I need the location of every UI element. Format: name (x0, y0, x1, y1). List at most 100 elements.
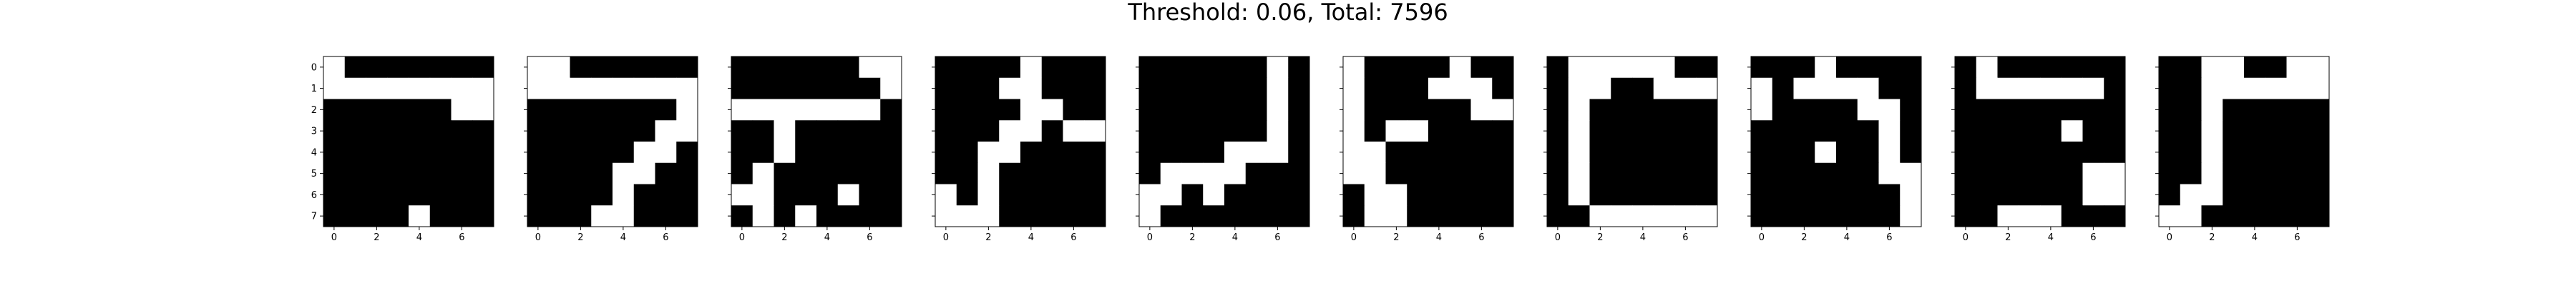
heatmap-cell (1428, 162, 1450, 184)
heatmap-cell (1288, 56, 1310, 79)
axes-frame (1546, 56, 1718, 227)
heatmap-cell (2265, 77, 2287, 99)
heatmap-cell (977, 205, 1000, 227)
heatmap-cell (2061, 184, 2083, 206)
heatmap-cell (527, 77, 550, 99)
heatmap-cell (1547, 184, 1569, 206)
heatmap-cell (859, 56, 881, 79)
heatmap-cell (859, 205, 881, 227)
x-tick-label: 6 (1478, 232, 1484, 243)
heatmap-cell (1793, 184, 1815, 206)
heatmap-cell (2180, 77, 2202, 99)
heatmap-cell (1751, 162, 1773, 184)
heatmap-cell (774, 77, 796, 99)
heatmap-cell (1900, 205, 1922, 227)
x-tick-label: 6 (459, 232, 464, 243)
heatmap-cell (1203, 142, 1225, 164)
heatmap-cell (472, 99, 494, 121)
heatmap-cell (1611, 77, 1633, 99)
heatmap-cell (1836, 77, 1858, 99)
heatmap-cell (1976, 184, 1998, 206)
heatmap-cell (1878, 162, 1901, 184)
heatmap-cell (2201, 120, 2223, 142)
heatmap-cell (1364, 77, 1386, 99)
heatmap-cell (752, 162, 774, 184)
x-tick-label: 4 (1844, 232, 1850, 243)
heatmap-cell (837, 162, 859, 184)
heatmap-cell (2040, 184, 2062, 206)
heatmap-cell (795, 162, 817, 184)
heatmap-cell (1224, 184, 1246, 206)
heatmap-cell (548, 205, 570, 227)
heatmap-cell (1997, 184, 2019, 206)
heatmap-cell (387, 184, 409, 206)
heatmap-cell (859, 99, 881, 121)
heatmap-cell (1245, 77, 1267, 99)
axes-frame (1342, 56, 1514, 227)
heatmap-cell (1589, 77, 1611, 99)
heatmap-cell (1364, 120, 1386, 142)
heatmap-cell (2019, 120, 2041, 142)
heatmap-cell (323, 142, 346, 164)
heatmap-cell (1449, 184, 1471, 206)
heatmap-cell (2201, 142, 2223, 164)
heatmap-cell (956, 120, 978, 142)
x-tick-label: 6 (1070, 232, 1076, 243)
heatmap-cell (429, 56, 452, 79)
heatmap-cell (2201, 205, 2223, 227)
heatmap-cell (366, 162, 388, 184)
heatmap-cell (655, 56, 677, 79)
heatmap-cell (2180, 162, 2202, 184)
heatmap-cell (2019, 162, 2041, 184)
heatmap-cell (548, 120, 570, 142)
heatmap-cell (2104, 120, 2126, 142)
heatmap-cell (977, 120, 1000, 142)
heatmap-cell (1139, 120, 1161, 142)
heatmap-cell (2159, 184, 2181, 206)
heatmap-cell (387, 56, 409, 79)
heatmap-cell (655, 162, 677, 184)
heatmap-cell (2286, 77, 2308, 99)
heatmap-cell (1568, 56, 1590, 79)
heatmap-cell (1632, 120, 1654, 142)
x-tick-label: 6 (867, 232, 872, 243)
heatmap-cell (472, 56, 494, 79)
heatmap-cell (591, 184, 613, 206)
heatmap-cell (1751, 77, 1773, 99)
x-tick-label: 6 (2294, 232, 2300, 243)
heatmap-cell (1751, 205, 1773, 227)
heatmap-cell (1063, 162, 1085, 184)
x-tick-label: 4 (1232, 232, 1238, 243)
heatmap-cell (409, 205, 431, 227)
heatmap-cell (2201, 162, 2223, 184)
heatmap-cell (1772, 120, 1794, 142)
heatmap-cell (527, 205, 550, 227)
y-tick-label: 7 (311, 212, 317, 222)
heatmap-cell (2244, 77, 2266, 99)
heatmap-cell (344, 205, 366, 227)
heatmap-cell (676, 205, 698, 227)
heatmap-cell (2019, 99, 2041, 121)
heatmap-cell (999, 162, 1021, 184)
heatmap-cell (1203, 56, 1225, 79)
heatmap-cell (570, 77, 592, 99)
heatmap-cell (2061, 120, 2083, 142)
heatmap-cell (1449, 56, 1471, 79)
heatmap-cell (1568, 142, 1590, 164)
heatmap-cell (1878, 99, 1901, 121)
x-tick-label: 4 (620, 232, 626, 243)
heatmap-cell (935, 142, 957, 164)
heatmap-cell (1653, 142, 1675, 164)
heatmap-cell (366, 205, 388, 227)
heatmap-cell (2104, 162, 2126, 184)
heatmap-cell (548, 184, 570, 206)
y-tick-label: 0 (311, 62, 317, 73)
heatmap-cell (2061, 99, 2083, 121)
heatmap-cell (859, 142, 881, 164)
heatmap-cell (2104, 77, 2126, 99)
heatmap-cell (1836, 99, 1858, 121)
heatmap-cell (1900, 142, 1922, 164)
x-tick-label: 4 (2252, 232, 2258, 243)
heatmap-cell (2180, 205, 2202, 227)
heatmap-cell (2244, 142, 2266, 164)
